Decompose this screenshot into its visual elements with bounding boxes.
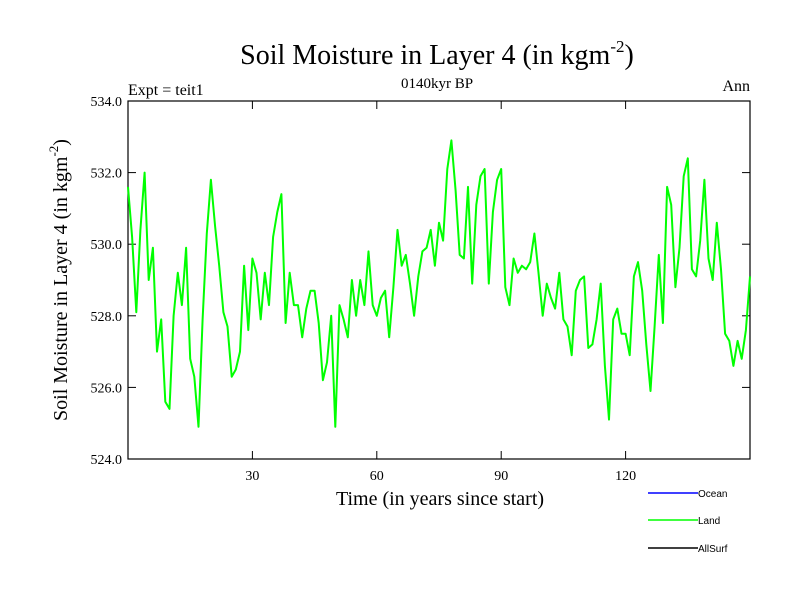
y-axis-label-sup: -2: [46, 146, 61, 157]
chart-title: Soil Moisture in Layer 4 (in kgm-2): [240, 37, 634, 71]
chart-subtitle: 0140kyr BP: [401, 76, 473, 92]
y-tick-label: 528.0: [91, 310, 123, 325]
x-tick-label: 90: [494, 469, 508, 484]
y-tick-label: 524.0: [91, 453, 123, 468]
y-tick-label: 532.0: [91, 167, 123, 182]
x-tick-label: 120: [615, 469, 636, 484]
legend: Ocean Land AllSurf: [648, 489, 728, 555]
y-axis-label: Soil Moisture in Layer 4 (in kgm-2): [46, 139, 72, 421]
x-axis-label: Time (in years since start): [336, 488, 544, 510]
season-label: Ann: [722, 78, 750, 95]
x-tick-label: 30: [245, 469, 259, 484]
y-tick-label: 534.0: [91, 95, 123, 110]
y-axis-label-close: ): [50, 139, 72, 146]
y-axis: 524.0 526.0 528.0 530.0 532.0 534.0: [91, 95, 750, 468]
chart-title-sup: -2: [610, 37, 624, 56]
expt-label: Expt = teit1: [128, 82, 204, 99]
y-tick-label: 526.0: [91, 381, 123, 396]
x-axis: 30 60 90 120: [245, 101, 636, 484]
legend-label-ocean: Ocean: [698, 489, 727, 500]
chart-title-close: ): [625, 40, 634, 71]
x-tick-label: 60: [370, 469, 384, 484]
legend-label-allsurf: AllSurf: [698, 544, 728, 555]
legend-label-land: Land: [698, 516, 720, 527]
series-line-land: [127, 139, 751, 428]
y-tick-label: 530.0: [91, 238, 123, 253]
